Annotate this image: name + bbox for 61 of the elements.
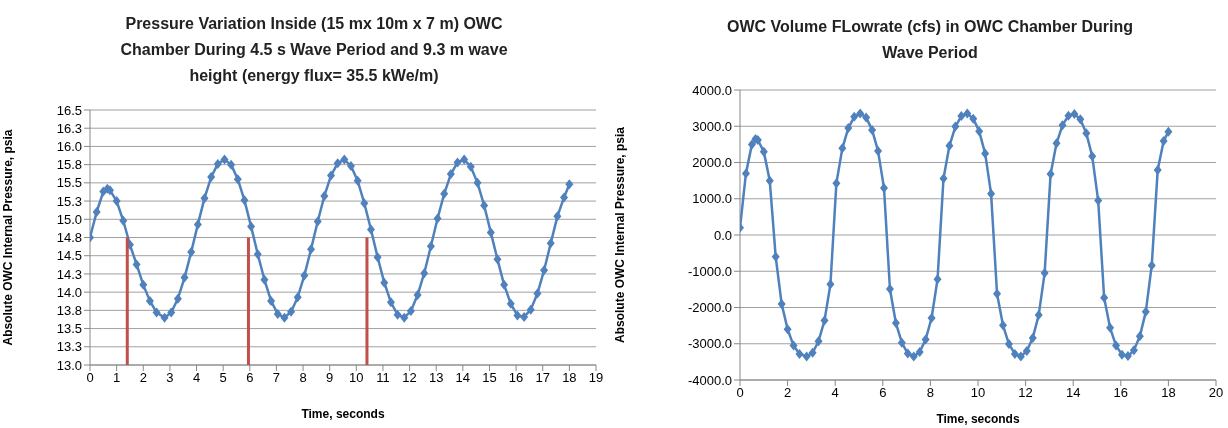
x-axis-title: Time, seconds [936,412,1020,426]
x-tick-label: 18 [1161,385,1176,401]
x-tick-label: 13 [428,370,444,386]
x-tick-label: 10 [349,370,364,386]
y-tick-label: 13.0 [56,357,82,373]
chart-title: OWC Volume FLowrate (cfs) in OWC Chamber During Wave Period [726,17,1134,63]
y-tick-label: -1000.0 [687,263,732,279]
x-tick-label: 6 [879,385,887,401]
x-tick-label: 12 [1018,385,1033,401]
y-tick-label: 14.8 [56,230,82,246]
x-tick-label: 2 [783,385,792,401]
x-tick-label: 15 [482,370,497,386]
y-tick-label: 15.5 [56,175,82,191]
y-tick-label: 0.0 [713,227,732,243]
y-tick-label: 16.5 [56,102,82,118]
chart-title: Pressure Variation Inside (15 mx 10m x 7 m) OWC Chamber During 4.5 s Wave Period and 9.3 m wave height (energy flux= 35.5 kWe/m) [119,14,509,86]
y-tick-label: -4000.0 [687,372,732,388]
x-tick-label: 14 [455,370,471,386]
x-tick-label: 3 [166,370,174,386]
x-tick-label: 4 [192,370,201,386]
x-tick-label: 8 [299,370,307,386]
x-tick-label: 12 [402,370,417,386]
x-tick-label: 5 [219,370,227,386]
x-tick-label: 6 [246,370,254,386]
x-axis-title: Time, seconds [301,407,385,421]
x-tick-label: 16 [1113,385,1129,401]
x-tick-label: 14 [1065,385,1081,401]
y-axis-title: Absolute OWC Internal Pressure, psia [1,129,16,346]
y-tick-label: -2000.0 [687,300,732,316]
y-tick-label: 16.3 [56,120,82,136]
x-tick-label: 0 [86,370,94,386]
x-tick-label: 10 [970,385,986,401]
y-tick-label: 2000.0 [692,155,732,171]
x-tick-label: 18 [562,370,577,386]
x-tick-label: 11 [376,370,390,386]
x-tick-label: 19 [588,370,604,386]
y-tick-label: 16.0 [56,139,82,155]
x-tick-label: 2 [139,370,147,386]
x-tick-label: 9 [326,370,334,386]
y-tick-label: 14.5 [56,248,82,264]
y-tick-label: 13.3 [56,339,82,355]
x-tick-label: 8 [926,385,935,401]
y-tick-label: 14.3 [56,266,82,282]
x-tick-label: 1 [113,370,121,386]
y-tick-label: 4000.0 [692,82,732,98]
x-tick-label: 7 [272,370,281,386]
y-tick-label: 15.8 [56,157,82,173]
x-tick-label: 16 [508,370,524,386]
y-tick-label: 13.5 [56,321,82,337]
x-tick-label: 4 [831,385,839,401]
y-tick-label: 13.8 [56,302,82,318]
y-tick-label: 15.0 [56,211,82,227]
x-tick-label: 0 [736,385,744,401]
x-tick-label: 20 [1208,385,1224,401]
y-tick-label: 1000.0 [692,191,732,207]
y-tick-label: 15.3 [56,193,82,209]
x-tick-label: 17 [535,370,550,386]
y-tick-label: -3000.0 [687,336,732,352]
y-tick-label: 3000.0 [692,118,732,134]
y-axis-title: Absolute OWC Internal Pressure, psia [613,126,628,344]
y-tick-label: 14.0 [56,284,82,300]
